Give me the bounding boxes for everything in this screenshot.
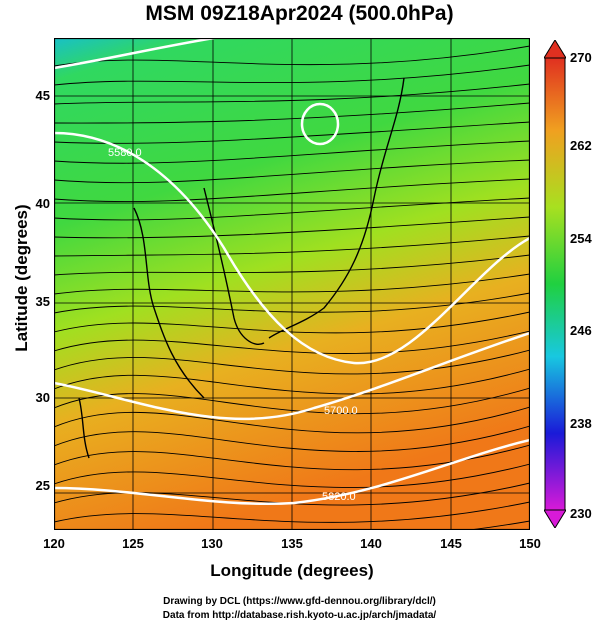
colorbar — [544, 40, 566, 528]
streamline — [54, 121, 530, 144]
x-tick-label: 140 — [360, 536, 382, 551]
coastline — [78, 77, 405, 459]
streamline — [54, 235, 530, 257]
streamline — [54, 292, 530, 314]
streamline — [54, 425, 530, 452]
streamline — [54, 406, 530, 434]
streamline — [54, 273, 530, 295]
streamline — [54, 254, 530, 276]
colorbar-top-arrow — [544, 40, 566, 59]
x-tick-label: 150 — [519, 536, 541, 551]
y-tick-label: 45 — [35, 88, 50, 103]
colorbar-tick-label: 262 — [570, 138, 592, 153]
streamline — [54, 349, 530, 375]
streamline — [54, 482, 530, 506]
colorbar-tick-label: 246 — [570, 323, 592, 338]
streamline — [54, 159, 530, 184]
colorbar-tick-label: 254 — [570, 231, 592, 246]
streamlines — [54, 45, 530, 530]
plot-frame — [54, 38, 530, 530]
streamline — [54, 444, 530, 471]
x-tick-label: 130 — [201, 536, 223, 551]
credit-line: Drawing by DCL (https://www.gfd-dennou.o… — [163, 596, 436, 607]
y-tick-label: 25 — [35, 478, 50, 493]
x-axis-label: Longitude (degrees) — [210, 561, 374, 580]
streamline — [54, 330, 530, 354]
colorbar-bottom-arrow — [544, 509, 566, 528]
height-contours — [54, 38, 530, 506]
x-tick-label: 125 — [122, 536, 144, 551]
map-plot-area: 5580.0 5700.0 5820.0 — [54, 38, 530, 530]
y-tick-label: 35 — [35, 294, 50, 309]
colorbar-tick-label: 238 — [570, 416, 592, 431]
streamline — [54, 83, 530, 105]
x-tick-label: 120 — [43, 536, 65, 551]
streamline — [54, 368, 530, 395]
streamline — [54, 216, 530, 239]
colorbar-gradient — [544, 57, 566, 511]
x-tick-label: 145 — [440, 536, 462, 551]
streamline — [54, 64, 530, 86]
streamline — [54, 463, 530, 488]
y-axis-label: Latitude (degrees) — [12, 204, 31, 352]
contour-label: 5700.0 — [324, 405, 358, 417]
y-tick-label: 40 — [35, 196, 50, 211]
chart-title: MSM 09Z18Apr2024 (500.0hPa) — [145, 2, 454, 25]
contour-label: 5580.0 — [108, 147, 142, 159]
x-tick-label: 135 — [281, 536, 303, 551]
colorbar-tick-label: 230 — [570, 506, 592, 521]
streamline — [54, 178, 530, 203]
y-tick-label: 30 — [35, 390, 50, 405]
streamline — [54, 311, 530, 334]
credit-line: Data from http://database.rish.kyoto-u.a… — [162, 610, 437, 621]
streamline — [54, 45, 530, 67]
contour-label: 5820.0 — [322, 491, 356, 503]
streamline — [54, 140, 530, 164]
streamline — [54, 501, 530, 523]
colorbar-tick-label: 270 — [570, 50, 592, 65]
streamline — [54, 102, 530, 124]
